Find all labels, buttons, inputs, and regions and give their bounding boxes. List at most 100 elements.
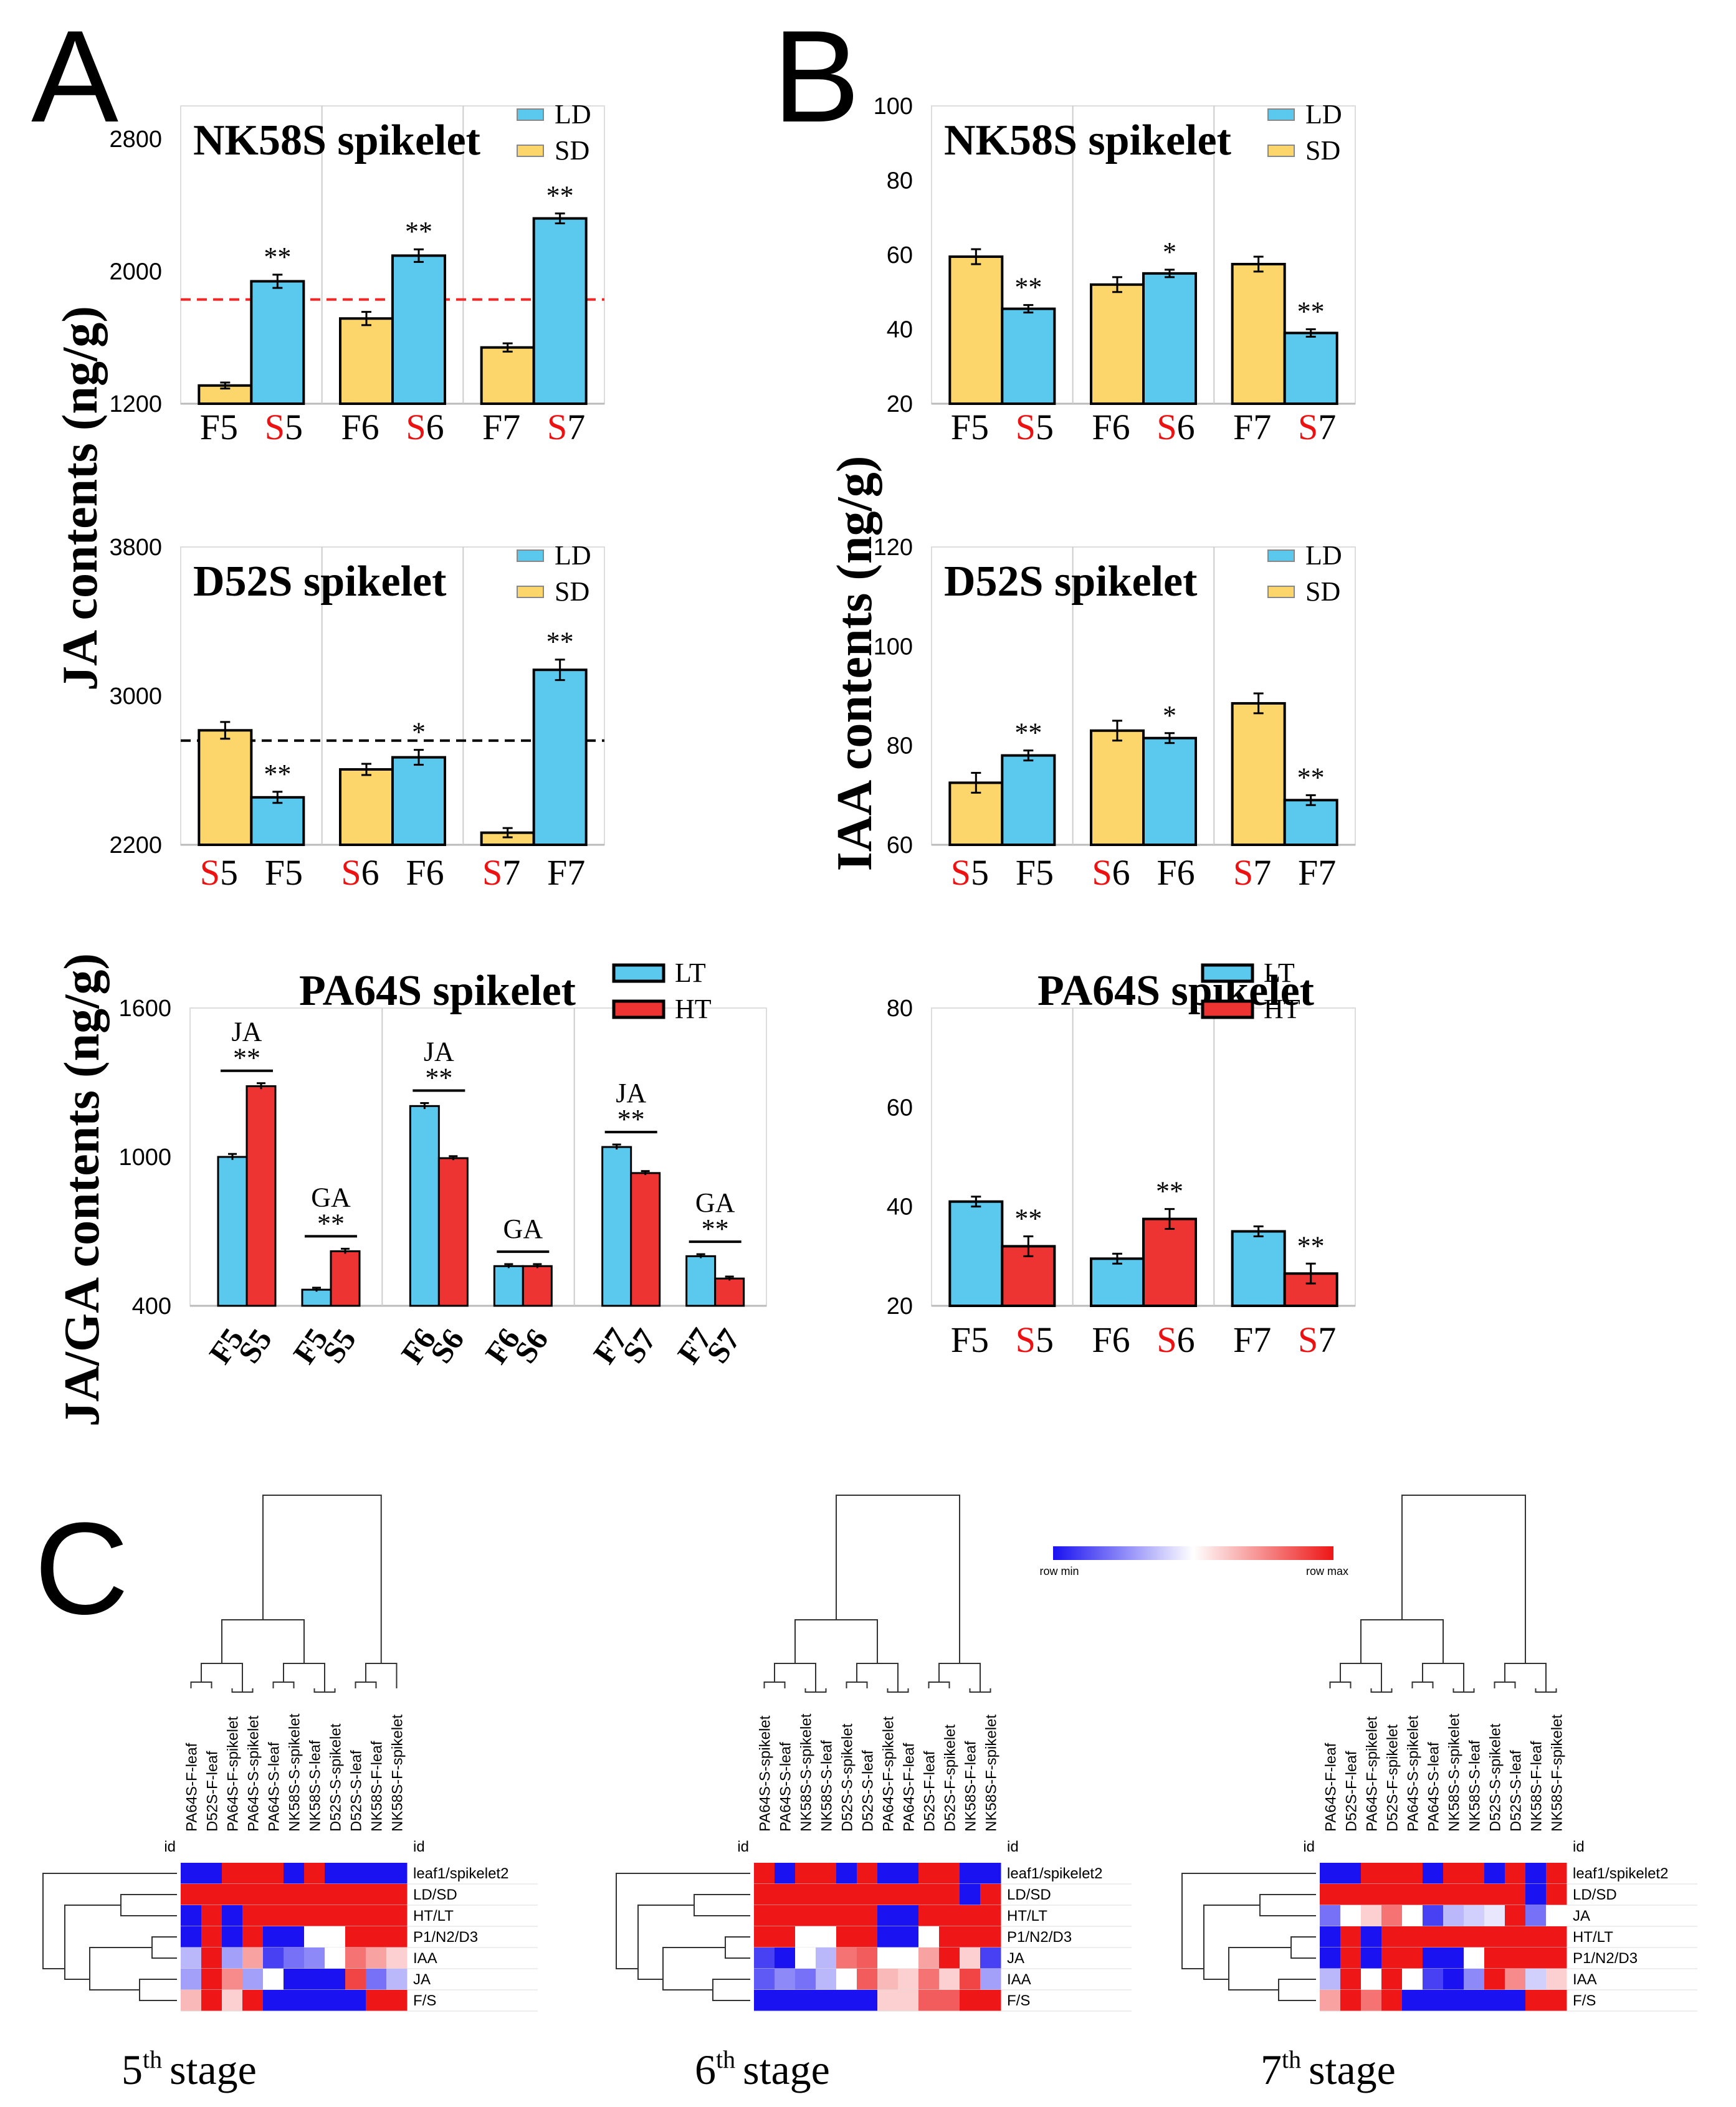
heatmap-cell [754,1926,775,1948]
heatmap-cell [980,1863,1001,1885]
legend-label-sd: SD [555,135,589,166]
heatmap-cell [918,1884,940,1906]
x-category-letter: F [1092,407,1112,447]
x-category-label: S7 [1298,1320,1336,1360]
heatmap-cell [284,1884,305,1906]
heatmap-cell [1505,1990,1526,2012]
x-category-letter: F [265,852,285,893]
dendrogram-branch [836,1495,960,1663]
x-category-letter: F [1092,1320,1112,1360]
heatmap-cell [939,1926,960,1948]
heatmap-cell [1484,1905,1505,1927]
significance-mark: ** [317,1208,345,1239]
bar-lt [409,1105,440,1307]
stage-label: 7th stage [1261,2045,1396,2093]
heatmap-cell [795,1905,816,1927]
column-label: D52S-F-leaf [922,1751,938,1832]
column-label: D52S-S-leaf [348,1750,365,1832]
legend-swatch-sd [517,586,544,598]
column-label: PA64S-F-leaf [1323,1743,1340,1832]
heatmap-cell [857,1969,878,1990]
heatmap-cell [775,1863,796,1885]
row-label: JA [1573,1908,1590,1924]
heatmap-cell [304,1948,325,1969]
heatmap-cell [325,1863,346,1885]
heatmap-cell [1443,1990,1464,2012]
colorbar-min-label: row min [1039,1565,1079,1577]
bar-ht [246,1085,277,1307]
heatmap-cell [242,1990,264,2012]
x-category-letter: S [1016,1320,1036,1360]
hormone-group-label: JA [232,1017,262,1047]
x-category-label: S5 [200,852,238,893]
x-category-label: S7 [616,1323,663,1369]
heatmap-cell [1505,1905,1526,1927]
heatmap-cell [242,1926,264,1948]
heatmap-cell [181,1990,202,2012]
y-tick-label: 2200 [109,832,162,858]
significance-mark: ** [1014,718,1042,748]
dendrogram-branch [846,1681,868,1688]
x-category-number: 7 [1253,852,1271,893]
heatmap-cell [857,1863,878,1885]
heatmap-cell [877,1948,899,1969]
heatmap-cell [877,1926,899,1948]
column-label: PA64S-F-leaf [184,1743,201,1832]
heatmap-cell [816,1969,837,1990]
x-category-letter: F [200,407,220,447]
heatmap-cell [345,1990,366,2012]
heatmap-cell [1402,1905,1423,1927]
heatmap-cell [1505,1884,1526,1906]
row-label: LD/SD [413,1886,457,1903]
dendrogram-branch [139,1979,177,2001]
heatmap-cell [366,1948,387,1969]
heatmap-cell [201,1990,222,2012]
hormone-group-label: GA [695,1187,735,1218]
heatmap-cell [877,1990,899,2012]
y-tick-label: 100 [874,93,913,120]
heatmap-cell [1546,1948,1567,1969]
heatmap-cell [242,1905,264,1927]
heatmap-cell [836,1926,857,1948]
heatmap-cell [980,1948,1001,1969]
heatmap-cell [263,1948,284,1969]
row-label: LD/SD [1573,1886,1617,1903]
y-tick-label: 20 [887,1293,913,1320]
heatmap-cell [201,1969,222,1990]
x-category-number: 5 [285,852,303,893]
heatmap-cell [1361,1969,1382,1990]
x-category-label: S6 [406,407,444,447]
x-category-number: 7 [502,852,520,893]
dendrogram-branch [221,1619,305,1663]
heatmap-cell [1505,1863,1526,1885]
heatmap-cell [386,1863,408,1885]
heatmap-cell [836,1990,857,2012]
x-category-letter: F [1157,852,1176,893]
dendrogram-branch [1504,1663,1547,1692]
y-tick-label: 60 [887,1095,913,1121]
legend-label-ld: LD [555,99,591,130]
x-category-number: 6 [1177,852,1195,893]
column-label: D52S-F-leaf [204,1751,221,1832]
heatmap-cell [181,1905,202,1927]
bar-ld [391,254,446,406]
x-category-number: 5 [220,852,238,893]
heatmap-cell [980,1905,1001,1927]
legend-label-ld: LD [1305,99,1342,130]
column-label: NK58S-S-leaf [819,1740,836,1832]
heatmap-cell [284,1863,305,1885]
heatmap-cell [1361,1905,1382,1927]
heatmap-cell [201,1884,222,1906]
x-category-number: 5 [971,407,989,447]
chart-title: PA64S spikelet [299,967,576,1015]
x-category-letter: F [1233,407,1253,447]
heatmap-cell [775,1990,796,2012]
column-label: D52S-F-leaf [1343,1751,1360,1832]
heatmap-cell [181,1948,202,1969]
heatmap-cell [754,1863,775,1885]
y-tick-label: 80 [887,996,913,1022]
heatmap-cell [1402,1863,1423,1885]
heatmap-cell [201,1926,222,1948]
dendrogram-branch [1290,1936,1316,1959]
x-category-letter: F [1298,852,1318,893]
